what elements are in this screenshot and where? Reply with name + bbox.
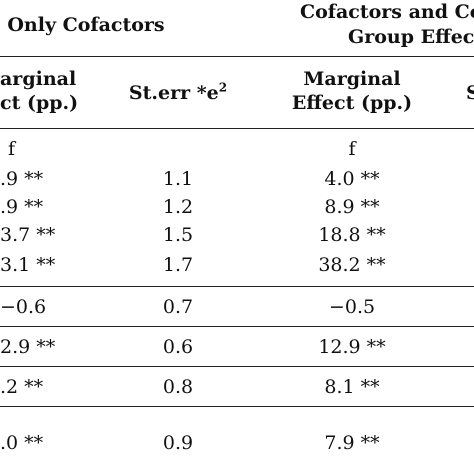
- col3-header-line1: Marginal: [303, 68, 401, 90]
- row-6-col1: 2.9 **: [0, 336, 56, 358]
- col2-header-text: St.err *e: [128, 82, 219, 104]
- row-2-col1: .9 **: [0, 196, 44, 218]
- row-4-col1: 3.1 **: [0, 254, 56, 276]
- row-7-col1: .2 **: [0, 376, 44, 398]
- row-3-col1: 3.7 **: [0, 224, 56, 246]
- row-0-col3: f: [348, 138, 356, 160]
- row-3-col2: 1.5: [162, 224, 194, 246]
- row-4-col2: 1.7: [162, 254, 194, 276]
- col3-header-line2: Effect (pp.): [291, 92, 413, 114]
- col2-header: St.err *e2: [129, 82, 227, 104]
- group-header-cofactors-line2: Group Effec: [348, 26, 474, 48]
- row-8-col2: 0.9: [162, 432, 194, 454]
- row-rule-3: [0, 366, 474, 368]
- header-rule: [0, 56, 474, 58]
- row-2-col2: 1.2: [162, 196, 194, 218]
- row-6-col2: 0.6: [162, 336, 194, 358]
- row-5-col3: −0.5: [328, 296, 376, 318]
- row-1-col3: 4.0 **: [324, 168, 380, 190]
- row-5-col2: 0.7: [162, 296, 194, 318]
- row-4-col3: 38.2 **: [318, 254, 386, 276]
- row-5-col1: −0.6: [0, 296, 47, 318]
- col1-header-line1: arginal: [0, 68, 77, 90]
- row-0-col1: f: [8, 138, 16, 160]
- row-rule-4: [0, 406, 474, 408]
- row-3-col3: 18.8 **: [318, 224, 386, 246]
- subheader-rule: [0, 128, 474, 130]
- row-1-col2: 1.1: [162, 168, 194, 190]
- row-rule-1: [0, 286, 474, 288]
- col2-header-superscript: 2: [218, 80, 228, 95]
- row-8-col1: .0 **: [0, 432, 44, 454]
- group-header-cofactors-line1: Cofactors and Co: [300, 1, 474, 23]
- row-rule-2: [0, 326, 474, 328]
- col4-header-partial: S: [466, 82, 474, 104]
- row-8-col3: 7.9 **: [324, 432, 380, 454]
- group-header-only-cofactors: Only Cofactors: [7, 14, 165, 36]
- row-1-col1: .9 **: [0, 168, 44, 190]
- row-2-col3: 8.9 **: [324, 196, 380, 218]
- row-7-col2: 0.8: [162, 376, 194, 398]
- col1-header-line2: ct (pp.): [0, 92, 79, 114]
- row-6-col3: 12.9 **: [318, 336, 386, 358]
- row-7-col3: 8.1 **: [324, 376, 380, 398]
